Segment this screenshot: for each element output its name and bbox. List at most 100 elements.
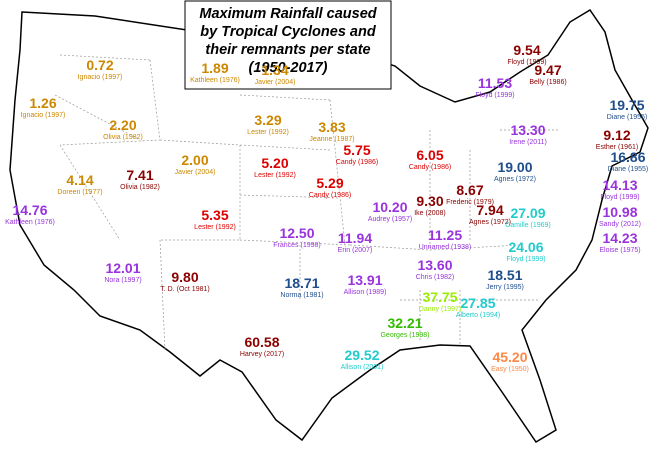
storm-name: Ike (2008) [414, 210, 446, 217]
title-line: their remnants per state [205, 42, 370, 58]
storm-name: Camille (1969) [505, 222, 551, 229]
storm-name: Danny (1997) [419, 306, 461, 313]
rain-value: 7.41 [126, 167, 153, 183]
rain-value: 1.89 [201, 60, 228, 76]
rain-value: 18.51 [487, 267, 522, 283]
rain-value: 0.72 [86, 57, 113, 73]
storm-name: Doreen (1977) [57, 189, 102, 196]
storm-name: Lester (1992) [194, 224, 236, 231]
storm-name: Ignacio (1997) [78, 74, 123, 81]
rain-value: 32.21 [387, 315, 422, 331]
storm-name: Kathleen (1976) [5, 219, 55, 226]
rain-value: 9.54 [513, 42, 540, 58]
storm-name: Audrey (1957) [368, 216, 412, 223]
storm-name: Nora (1997) [104, 277, 141, 284]
storm-name: Diane (1955) [607, 114, 647, 121]
rain-value: 8.67 [456, 182, 483, 198]
storm-name: Unnamed (1938) [419, 244, 472, 251]
storm-name: Floyd (1999) [506, 256, 545, 263]
storm-name: Diane (1955) [608, 166, 648, 173]
storm-name: Norma (1981) [280, 292, 323, 299]
rain-value: 12.01 [105, 260, 140, 276]
storm-name: Floyd (1999) [507, 59, 546, 66]
rain-value: 11.53 [478, 75, 512, 91]
rain-value: 3.29 [254, 112, 281, 128]
rain-value: 3.83 [318, 119, 345, 135]
storm-name: Harvey (2017) [240, 351, 284, 358]
rain-value: 11.25 [428, 227, 462, 243]
rain-value: 10.98 [602, 204, 637, 220]
storm-name: Candy (1986) [336, 159, 378, 166]
storm-name: Javier (2004) [255, 79, 296, 86]
storm-name: Jeanne (1987) [309, 136, 354, 143]
rain-value: 5.29 [316, 175, 343, 191]
storm-name: Jerry (1995) [486, 284, 524, 291]
rain-value: 24.06 [508, 239, 543, 255]
rain-value: 5.35 [201, 207, 228, 223]
rain-value: 12.50 [279, 225, 314, 241]
storm-name: Lester (1992) [247, 129, 289, 136]
storm-name: Floyd (1999) [600, 194, 639, 201]
storm-name: Erin (2007) [338, 247, 373, 254]
storm-name: Frederic (1979) [446, 199, 494, 206]
storm-name: Floyd (1999) [475, 92, 514, 99]
rain-value: 27.85 [460, 295, 495, 311]
rain-value: 14.23 [602, 230, 637, 246]
storm-name: Easy (1950) [491, 366, 529, 373]
rain-value: 5.75 [343, 142, 370, 158]
storm-name: Agnes (1972) [494, 176, 536, 183]
storm-name: Agnes (1972) [469, 219, 511, 226]
rain-value: 14.76 [12, 202, 47, 218]
rain-value: 10.20 [372, 199, 407, 215]
rain-value: 6.05 [416, 147, 443, 163]
storm-name: Frances (1998) [273, 242, 320, 249]
rain-value: 29.52 [344, 347, 379, 363]
rain-value: 14.13 [602, 177, 637, 193]
title-line: by Tropical Cyclones and [200, 24, 377, 40]
rain-value: 2.20 [109, 117, 136, 133]
rain-value: 18.71 [284, 275, 319, 291]
rain-value: 2.00 [181, 152, 208, 168]
rain-value: 45.20 [492, 349, 527, 365]
rain-value: 9.47 [534, 62, 561, 78]
rain-value: 9.80 [171, 269, 198, 285]
rain-value: 1.26 [29, 95, 56, 111]
rain-value: 37.75 [422, 289, 457, 305]
rain-value: 5.20 [261, 155, 288, 171]
rain-value: 1.34 [261, 62, 288, 78]
rain-value: 7.94 [476, 202, 503, 218]
storm-name: Sandy (2012) [599, 221, 641, 228]
storm-name: Candy (1986) [309, 192, 351, 199]
title-box [184, 0, 392, 90]
rain-value: 60.58 [244, 334, 279, 350]
storm-name: Candy (1986) [409, 164, 451, 171]
state-borders [54, 54, 560, 351]
storm-name: Belly (1986) [529, 79, 566, 86]
title-line: (1950-2017) [249, 60, 328, 76]
rain-value: 13.91 [347, 272, 382, 288]
storm-name: Alberto (1994) [456, 312, 500, 319]
storm-name: Olivia (1982) [120, 184, 160, 191]
rain-value: 13.60 [417, 257, 452, 273]
rain-value: 19.00 [497, 159, 532, 175]
storm-name: Ignacio (1997) [21, 112, 66, 119]
rain-value: 27.09 [510, 205, 545, 221]
rain-value: 13.30 [510, 122, 545, 138]
title-line: Maximum Rainfall caused [199, 6, 377, 22]
rain-value: 9.12 [603, 127, 630, 143]
us-outline [9, 8, 649, 444]
storm-name: Lester (1992) [254, 172, 296, 179]
storm-name: T. D. (Oct 1981) [160, 286, 209, 293]
rain-value: 11.94 [338, 230, 372, 246]
rain-value: 16.86 [610, 149, 645, 165]
storm-name: Olivia (1982) [103, 134, 143, 141]
rain-value: 4.14 [66, 172, 93, 188]
storm-name: Eloise (1975) [599, 247, 640, 254]
storm-name: Georges (1998) [380, 332, 429, 339]
storm-name: Allison (2001) [341, 364, 384, 371]
storm-name: Allison (1989) [344, 289, 387, 296]
storm-name: Irene (2011) [509, 139, 547, 146]
storm-name: Esther (1961) [596, 144, 638, 151]
